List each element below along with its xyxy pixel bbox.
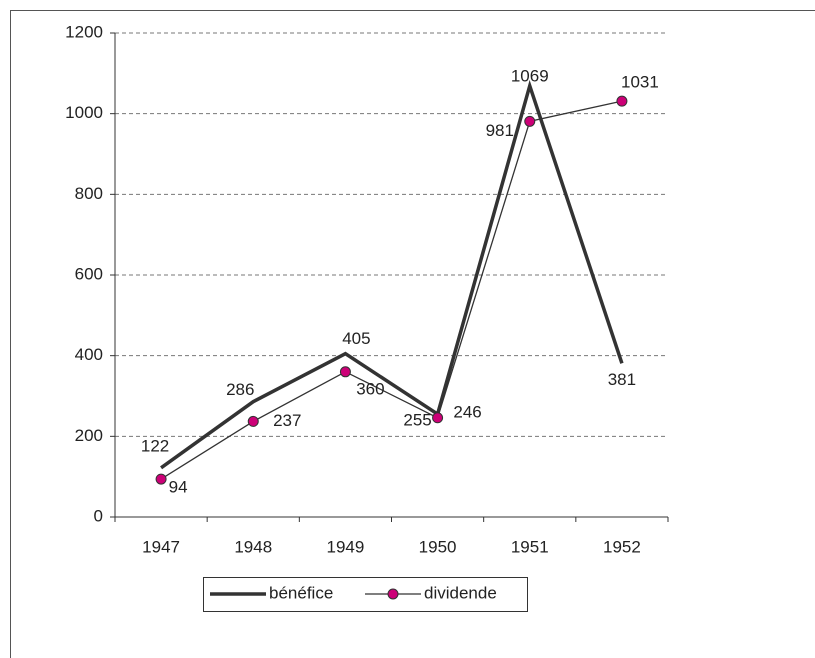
frame xyxy=(10,10,815,658)
x-tick-label: 1948 xyxy=(234,537,272,556)
data-label: 1069 xyxy=(511,66,549,85)
data-label: 122 xyxy=(141,436,169,455)
y-tick-label: 200 xyxy=(75,426,103,445)
data-label: 981 xyxy=(486,121,514,140)
y-tick-label: 600 xyxy=(75,264,103,283)
marker xyxy=(247,415,259,427)
data-label: 405 xyxy=(342,329,370,348)
data-label: 360 xyxy=(356,379,384,398)
legend-label: dividende xyxy=(424,583,497,602)
marker xyxy=(432,412,444,424)
marker xyxy=(339,366,351,378)
x-tick-label: 1952 xyxy=(603,537,641,556)
marker xyxy=(616,95,628,107)
data-label: 255 xyxy=(403,411,431,430)
series-line xyxy=(160,100,623,480)
y-tick-label: 800 xyxy=(75,184,103,203)
y-tick-label: 1200 xyxy=(65,22,103,41)
x-tick-label: 1949 xyxy=(327,537,365,556)
legend-label: bénéfice xyxy=(269,583,333,602)
y-tick-label: 1000 xyxy=(65,103,103,122)
data-label: 246 xyxy=(453,402,481,421)
x-tick-label: 1950 xyxy=(419,537,457,556)
data-label: 381 xyxy=(608,370,636,389)
x-tick-label: 1951 xyxy=(511,537,549,556)
data-label: 237 xyxy=(273,411,301,430)
legend-marker xyxy=(387,588,399,600)
marker xyxy=(524,115,536,127)
data-label: 286 xyxy=(226,380,254,399)
y-tick-label: 0 xyxy=(94,506,103,525)
marker xyxy=(155,473,167,485)
x-tick-label: 1947 xyxy=(142,537,180,556)
series-line xyxy=(160,79,624,470)
data-label: 94 xyxy=(169,478,188,497)
data-label: 1031 xyxy=(621,73,659,92)
y-tick-label: 400 xyxy=(75,345,103,364)
